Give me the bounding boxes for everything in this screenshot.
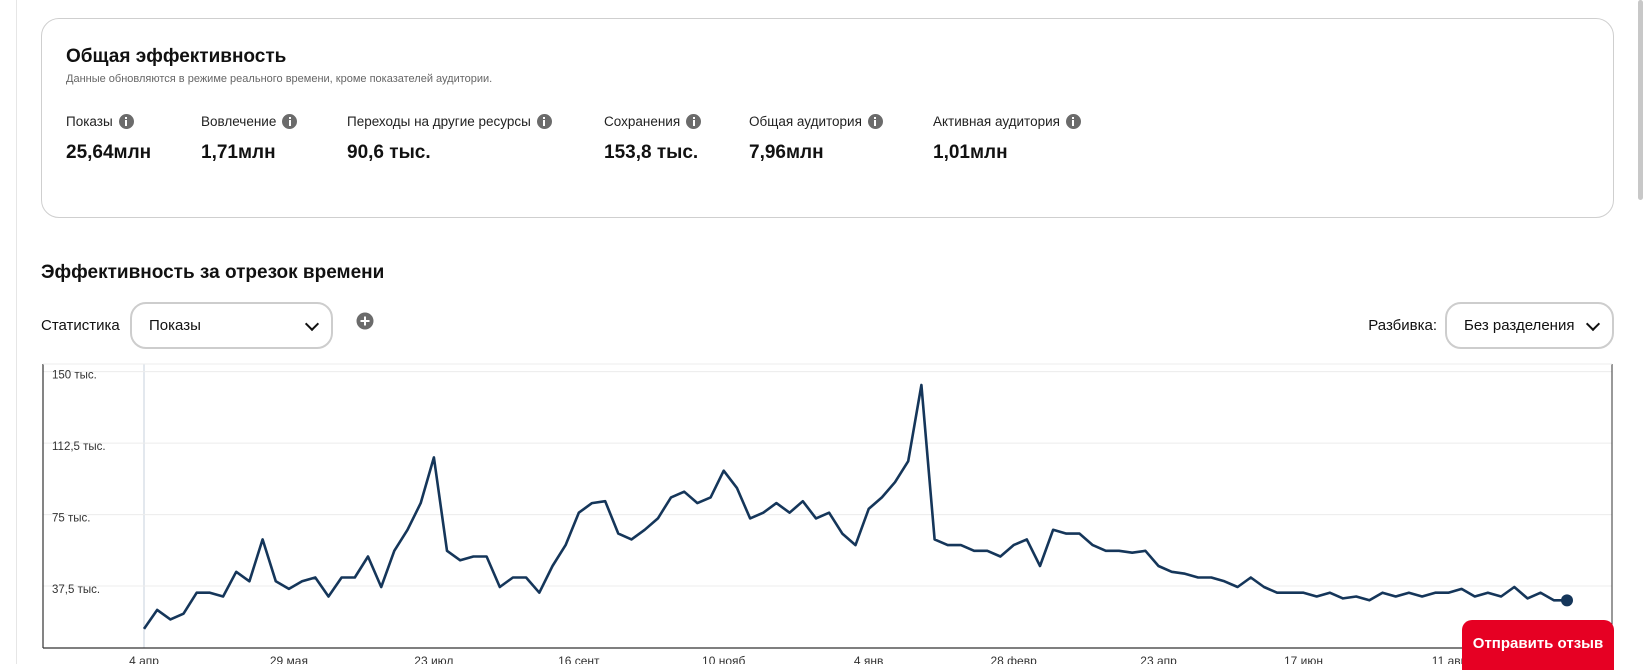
x-tick-label: 16 сент <box>558 654 600 664</box>
summary-card <box>41 18 1614 218</box>
stat-value: 7,96млн <box>749 142 824 163</box>
x-tick-label: 23 июл <box>414 654 453 664</box>
stat-label: Сохранения <box>604 114 702 129</box>
stat-label: Показы <box>66 114 134 129</box>
split-label: Разбивка: <box>1368 317 1437 334</box>
x-tick-label: 11 авг <box>1432 654 1466 664</box>
info-icon[interactable] <box>1065 114 1081 129</box>
x-tick-label: 4 апр <box>129 654 159 664</box>
y-tick-label: 112,5 тыс. <box>52 441 106 453</box>
page-edge <box>16 0 17 664</box>
info-icon[interactable] <box>867 114 883 129</box>
stat-dropdown[interactable]: Показы <box>130 302 333 349</box>
stat-label: Активная аудитория <box>933 114 1081 129</box>
y-tick-label: 37,5 тыс. <box>52 584 100 596</box>
stat-label: Статистика <box>41 317 120 334</box>
y-tick-label: 75 тыс. <box>52 513 90 525</box>
x-tick-label: 28 февр <box>990 654 1037 664</box>
info-icon[interactable] <box>118 114 134 129</box>
x-tick-label: 17 июн <box>1284 654 1323 664</box>
section-title: Эффективность за отрезок времени <box>41 262 385 283</box>
stat-label-text: Переходы на другие ресурсы <box>347 114 531 129</box>
scrollbar[interactable] <box>1638 0 1643 200</box>
dropdown-value: Показы <box>149 317 201 334</box>
stat-value: 1,71млн <box>201 142 276 163</box>
stat-label: Переходы на другие ресурсы <box>347 114 552 129</box>
x-tick-label: 10 нояб <box>702 654 745 664</box>
add-button[interactable] <box>356 312 374 330</box>
card-subtitle: Данные обновляются в режиме реального вр… <box>66 73 493 85</box>
y-tick-label: 150 тыс. <box>52 370 97 382</box>
stat-label-text: Общая аудитория <box>749 114 862 129</box>
stat-value: 153,8 тыс. <box>604 142 699 163</box>
split-dropdown[interactable]: Без разделения <box>1445 302 1614 349</box>
plot-area <box>43 364 1612 648</box>
dropdown-value: Без разделения <box>1464 317 1575 334</box>
stat-label-text: Вовлечение <box>201 114 277 129</box>
stat-label-text: Сохранения <box>604 114 681 129</box>
stat-label: Вовлечение <box>201 114 298 129</box>
stat-value: 25,64млн <box>66 142 152 163</box>
stat-label: Общая аудитория <box>749 114 883 129</box>
stat-value: 1,01млн <box>933 142 1008 163</box>
info-icon[interactable] <box>686 114 702 129</box>
stat-label-text: Показы <box>66 114 113 129</box>
info-icon[interactable] <box>282 114 298 129</box>
x-tick-label: 23 апр <box>1140 654 1177 664</box>
data-line <box>142 383 1567 630</box>
stat-label-text: Активная аудитория <box>933 114 1060 129</box>
feedback-button[interactable]: Отправить отзыв <box>1462 620 1614 670</box>
end-point <box>1561 594 1573 607</box>
card-title: Общая эффективность <box>66 46 287 67</box>
x-tick-label: 29 мая <box>270 654 308 664</box>
x-tick-label: 4 янв <box>854 654 884 664</box>
info-icon[interactable] <box>536 114 552 129</box>
stat-value: 90,6 тыс. <box>347 142 431 163</box>
